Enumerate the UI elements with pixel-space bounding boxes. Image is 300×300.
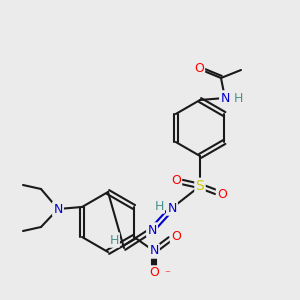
Text: O: O [149,266,159,280]
Text: N: N [53,202,63,215]
Text: O: O [171,230,181,244]
Text: N: N [220,92,230,104]
Text: ⁻: ⁻ [164,269,170,279]
Text: H: H [154,200,164,212]
Text: S: S [196,179,204,193]
Text: H: H [233,92,243,104]
Text: H: H [109,233,119,247]
Text: N: N [147,224,157,236]
Text: O: O [194,62,204,76]
Text: N: N [167,202,177,214]
Text: O: O [217,188,227,202]
Text: N: N [149,244,159,257]
Text: O: O [171,173,181,187]
